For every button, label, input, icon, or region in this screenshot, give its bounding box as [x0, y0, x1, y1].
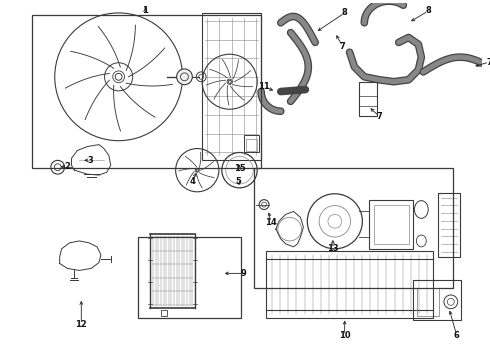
Text: 11: 11 — [258, 82, 270, 91]
Bar — [246, 139, 257, 150]
Bar — [360, 82, 377, 116]
Text: 4: 4 — [190, 177, 196, 186]
Bar — [369, 200, 414, 249]
Text: 14: 14 — [265, 218, 277, 227]
Text: 7: 7 — [340, 42, 345, 51]
Text: 15: 15 — [234, 164, 245, 173]
Text: 7: 7 — [376, 112, 382, 121]
Text: 5: 5 — [236, 177, 242, 186]
Text: 9: 9 — [241, 269, 246, 278]
Bar — [245, 135, 259, 153]
Bar — [414, 280, 461, 320]
Text: 13: 13 — [327, 244, 339, 253]
Bar — [32, 15, 261, 168]
Bar — [253, 168, 453, 288]
Text: 7: 7 — [486, 58, 490, 67]
Text: 8: 8 — [342, 8, 347, 17]
Text: 6: 6 — [454, 331, 460, 340]
Text: 8: 8 — [425, 6, 431, 15]
Bar — [138, 237, 242, 318]
Bar — [161, 310, 167, 316]
Bar — [266, 251, 433, 318]
Bar — [417, 288, 439, 316]
Bar — [202, 13, 261, 160]
Circle shape — [176, 69, 193, 85]
Text: 2: 2 — [65, 162, 71, 171]
Bar — [374, 204, 409, 244]
Bar — [438, 193, 460, 257]
Text: 1: 1 — [142, 6, 148, 15]
Text: 3: 3 — [87, 156, 93, 165]
Text: 12: 12 — [75, 320, 87, 329]
Text: 10: 10 — [339, 331, 350, 340]
